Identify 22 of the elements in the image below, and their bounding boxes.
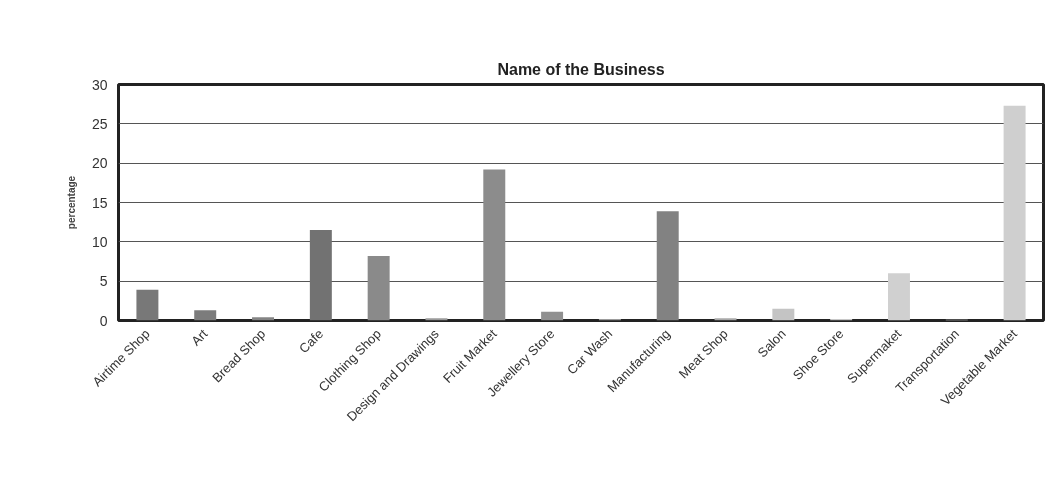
- bar: [887, 273, 910, 321]
- y-tick-label: 5: [99, 273, 108, 290]
- bar: [483, 169, 506, 321]
- x-tick-label: Cafe: [296, 326, 327, 357]
- bar: [309, 230, 332, 321]
- y-tick-label: 10: [91, 233, 108, 250]
- y-tick-label: 30: [91, 76, 108, 93]
- bar: [136, 289, 159, 321]
- y-axis-title: percentage: [65, 175, 77, 230]
- y-tick-label: 0: [99, 312, 108, 329]
- y-tick-label: 20: [91, 155, 108, 172]
- bar: [656, 211, 679, 321]
- bar: [367, 255, 390, 321]
- bar: [772, 308, 795, 321]
- y-tick-label: 15: [91, 194, 108, 211]
- chart-title: Name of the Business: [497, 60, 665, 78]
- bar: [541, 311, 564, 321]
- y-tick-label: 25: [91, 115, 108, 132]
- bar: [194, 310, 217, 321]
- x-tick-label: Art: [188, 325, 211, 349]
- bar: [1003, 105, 1026, 321]
- bar: [252, 317, 275, 321]
